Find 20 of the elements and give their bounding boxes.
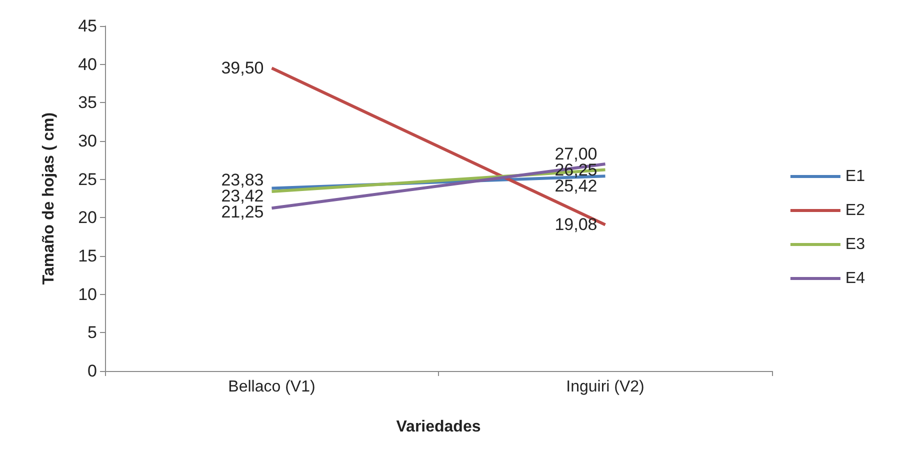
y-tick-label: 25 [78,170,97,189]
y-tick-label: 5 [88,323,97,342]
y-tick-label: 35 [78,93,97,112]
x-tick-label: Bellaco (V1) [228,378,316,396]
y-tick-label: 45 [78,16,97,36]
y-tick-label: 30 [78,132,97,150]
legend-label: E2 [845,202,866,219]
x-axis-title: Variedades [396,418,481,436]
y-tick-label: 20 [78,208,97,228]
data-label: 39,50 [221,58,264,78]
legend-label: E4 [845,270,866,287]
y-tick-label: 40 [78,54,97,74]
legend-label: E3 [845,236,866,253]
y-tick-label: 15 [78,246,97,266]
legend-label: E1 [845,168,866,185]
x-tick-label: Inguiri (V2) [566,378,644,396]
data-label: 19,08 [554,215,598,234]
y-tick-label: 0 [88,362,97,380]
y-axis-title: Tamaño de hojas ( cm) [40,112,58,285]
y-tick-label: 10 [78,284,97,304]
